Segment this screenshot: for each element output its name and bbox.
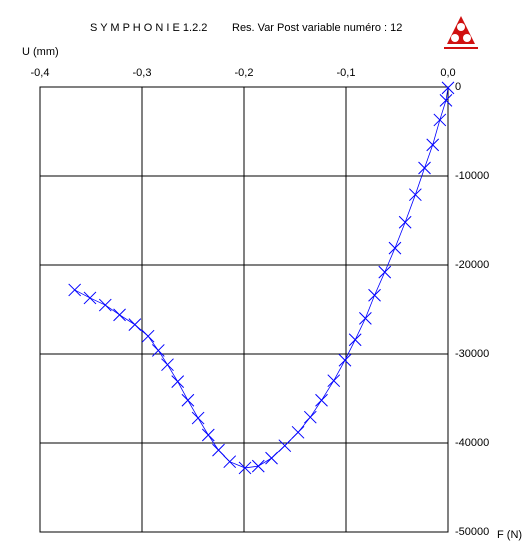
data-point bbox=[409, 188, 422, 202]
data-point bbox=[151, 344, 165, 357]
data-point bbox=[161, 358, 174, 372]
data-point bbox=[388, 241, 402, 255]
y-tick-label: -40000 bbox=[455, 437, 489, 449]
data-point bbox=[98, 298, 112, 312]
data-point bbox=[171, 375, 185, 388]
y-tick-label: -10000 bbox=[455, 170, 489, 182]
data-point bbox=[315, 393, 328, 407]
data-point bbox=[303, 410, 317, 424]
logo-dot bbox=[451, 34, 459, 42]
data-point bbox=[291, 425, 305, 439]
x-axis-label: U (mm) bbox=[22, 46, 59, 58]
data-point bbox=[201, 428, 215, 442]
data-point bbox=[141, 329, 155, 343]
data-point bbox=[418, 161, 431, 175]
data-point bbox=[441, 81, 455, 95]
chart-title: S Y M P H O N I E 1.2.2 bbox=[90, 22, 207, 34]
data-point bbox=[68, 283, 82, 297]
data-point bbox=[238, 461, 252, 475]
data-point bbox=[398, 215, 412, 229]
data-point bbox=[439, 93, 453, 107]
data-point bbox=[191, 411, 205, 425]
data-point bbox=[433, 113, 447, 127]
x-tick-label: 0,0 bbox=[440, 67, 455, 79]
data-point bbox=[368, 288, 381, 302]
data-point bbox=[338, 353, 352, 367]
data-point bbox=[359, 312, 372, 325]
y-tick-label: -50000 bbox=[455, 526, 489, 538]
logo-bar bbox=[444, 47, 478, 49]
data-point bbox=[113, 308, 126, 322]
x-tick-label: -0,4 bbox=[31, 67, 50, 79]
chart-subtitle: Res. Var Post variable numéro : 12 bbox=[232, 22, 402, 34]
y-tick-label: -20000 bbox=[455, 259, 489, 271]
data-point bbox=[278, 439, 292, 453]
x-tick-label: -0,2 bbox=[235, 67, 254, 79]
x-tick-label: -0,1 bbox=[337, 67, 356, 79]
data-point bbox=[212, 443, 225, 457]
data-point bbox=[426, 138, 440, 152]
logo-dot bbox=[457, 23, 465, 31]
data-point bbox=[83, 291, 97, 305]
y-tick-label: 0 bbox=[455, 81, 461, 93]
data-point bbox=[223, 455, 237, 469]
logo bbox=[443, 14, 479, 50]
x-tick-label: -0,3 bbox=[133, 67, 152, 79]
data-point bbox=[265, 451, 278, 465]
data-point bbox=[378, 265, 392, 279]
data-point bbox=[128, 318, 142, 331]
data-point bbox=[251, 459, 265, 473]
logo-dot bbox=[463, 34, 471, 42]
y-tick-label: -30000 bbox=[455, 348, 489, 360]
data-point bbox=[327, 374, 341, 388]
data-point bbox=[348, 333, 362, 347]
y-axis-label: F (N) bbox=[497, 529, 522, 541]
data-point bbox=[181, 393, 195, 407]
